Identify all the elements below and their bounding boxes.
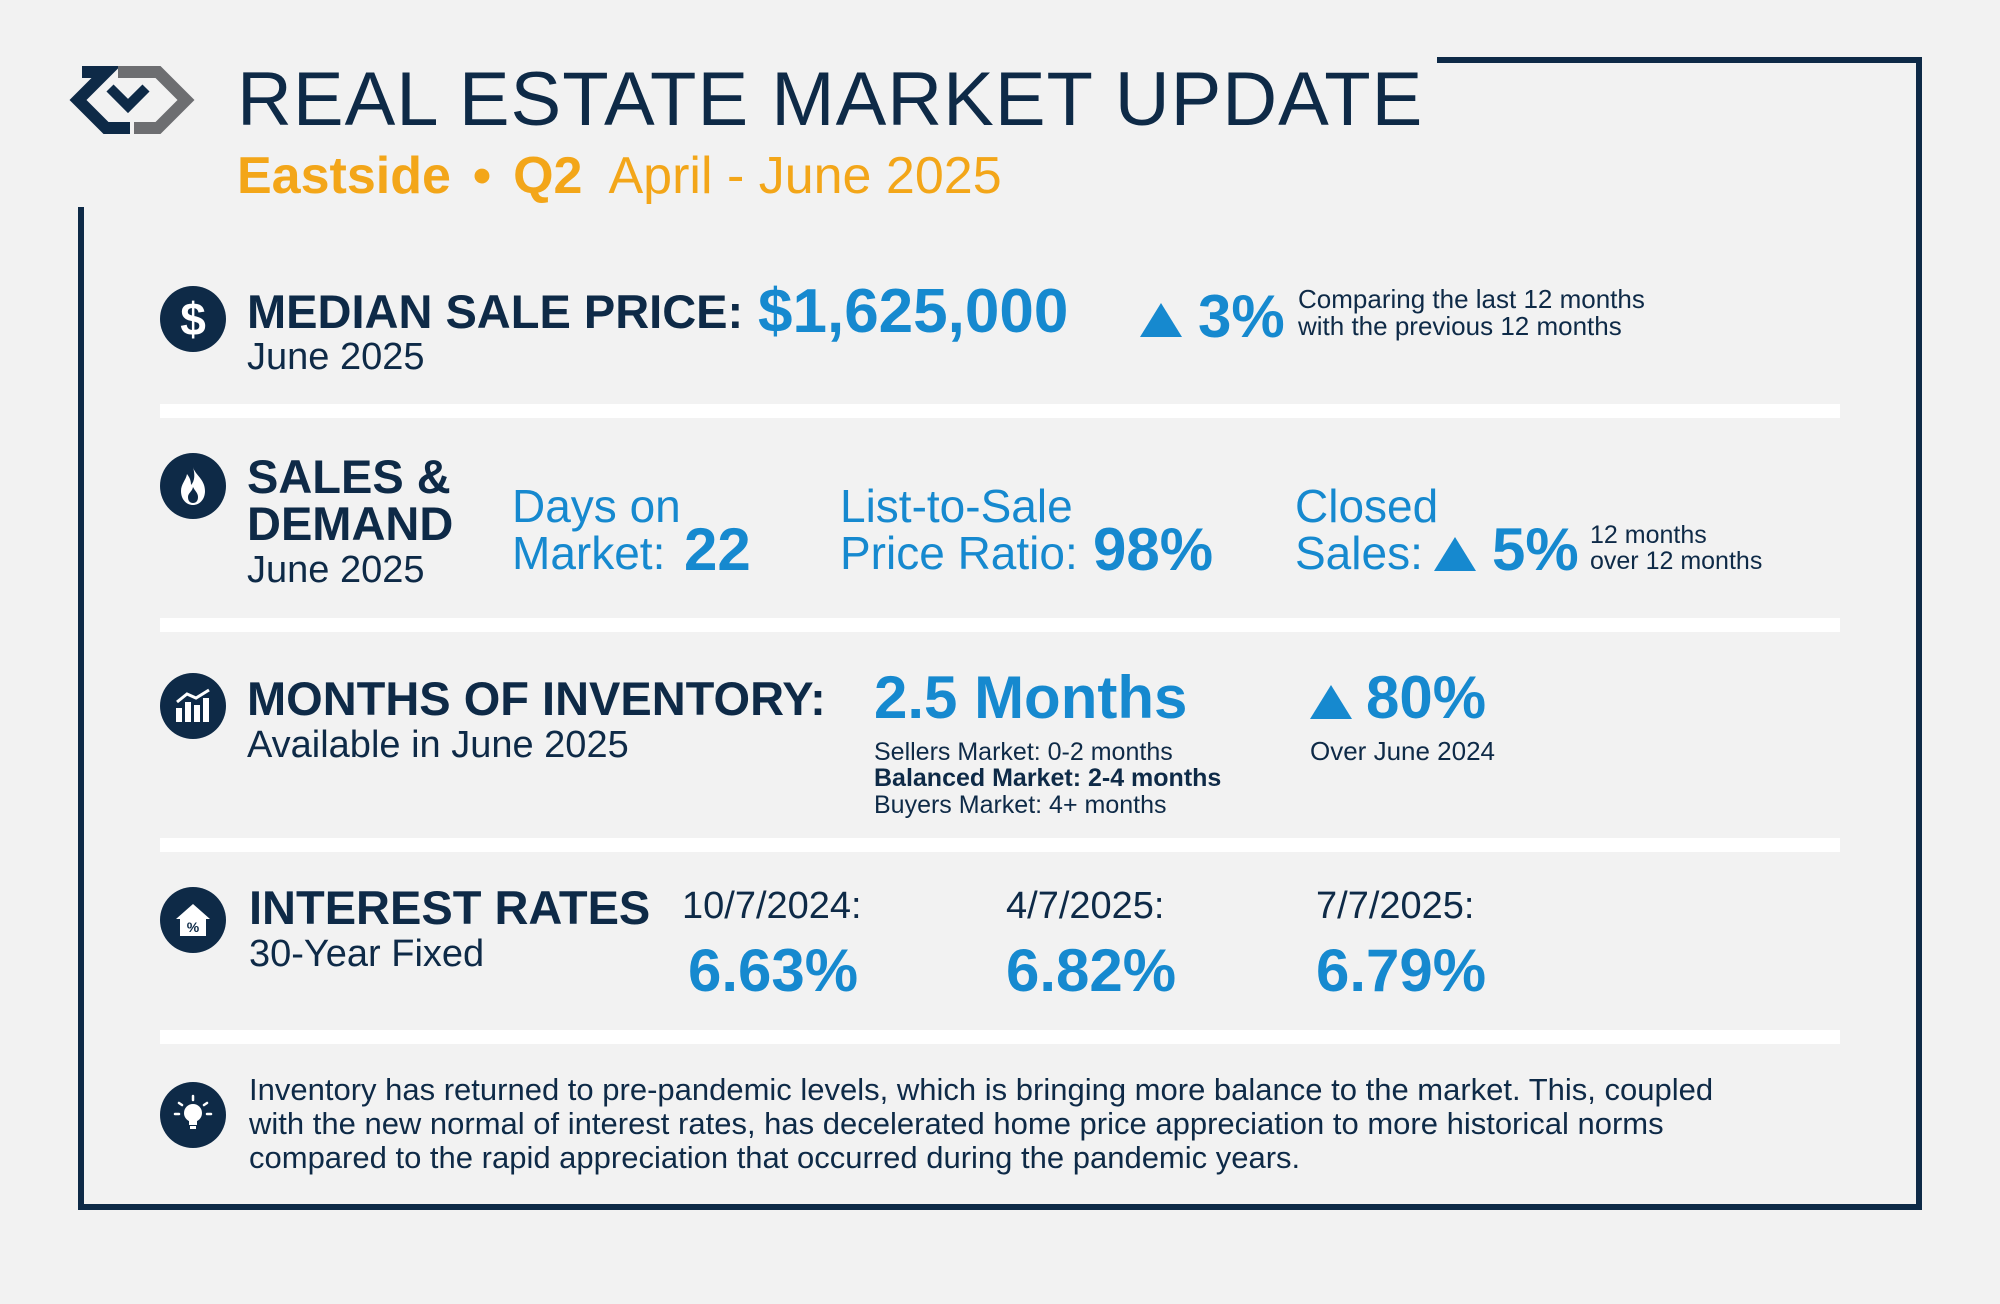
frame-bottom-line xyxy=(78,1204,1922,1210)
section-divider xyxy=(160,838,1840,852)
date-range-label: April - June 2025 xyxy=(608,147,1002,205)
frame-left-line xyxy=(78,207,84,1210)
closed-sales-label: Closed Sales: xyxy=(1295,483,1438,577)
flame-icon xyxy=(160,453,226,519)
days-on-market-label-line1: Days on xyxy=(512,480,681,532)
inventory-change: 80% xyxy=(1310,668,1486,728)
footer-note-line3: compared to the rapid appreciation that … xyxy=(249,1140,1301,1176)
footer-note-line1: Inventory has returned to pre-pandemic l… xyxy=(249,1072,1714,1107)
buyers-market-text: Buyers Market: 4+ months xyxy=(874,790,1167,819)
svg-text:%: % xyxy=(187,919,200,935)
closed-sales-label-line1: Closed xyxy=(1295,480,1439,532)
balanced-market-text: Balanced Market: 2-4 months xyxy=(874,764,1222,793)
brand-logo-icon xyxy=(68,64,196,136)
median-price-period: June 2025 xyxy=(247,336,425,378)
inventory-period: Available in June 2025 xyxy=(247,724,629,766)
frame-right-line xyxy=(1916,57,1922,1210)
days-on-market-value: 22 xyxy=(684,516,751,583)
closed-sales-note-line2: over 12 months xyxy=(1590,547,1763,576)
market-scale: Sellers Market: 0-2 months Balanced Mark… xyxy=(874,739,1221,818)
up-arrow-icon xyxy=(1434,537,1476,571)
closed-sales-change: 5% xyxy=(1434,520,1579,580)
frame-top-line xyxy=(1437,57,1922,63)
list-to-sale-label: List-to-Sale Price Ratio: xyxy=(840,483,1078,577)
rate-date: 7/7/2025: xyxy=(1316,885,1475,927)
page-title: REAL ESTATE MARKET UPDATE xyxy=(237,57,1424,142)
median-price-value: $1,625,000 xyxy=(758,277,1069,346)
list-to-sale-label-line2: Price Ratio: xyxy=(840,526,1078,579)
sales-demand-label-line2: DEMAND xyxy=(247,497,454,550)
house-percent-icon: % xyxy=(160,887,226,953)
closed-sales-note: 12 months over 12 months xyxy=(1590,522,1762,575)
rate-date: 4/7/2025: xyxy=(1006,885,1165,927)
rate-value: 6.79% xyxy=(1316,937,1487,1004)
lightbulb-icon xyxy=(160,1082,226,1148)
region-label: Eastside xyxy=(237,147,451,205)
up-arrow-icon xyxy=(1140,303,1182,337)
interest-rates-sublabel: 30-Year Fixed xyxy=(249,933,485,975)
subtitle-separator: • xyxy=(472,147,492,205)
median-price-note-line1: Comparing the last 12 months xyxy=(1298,284,1645,314)
median-price-change: 3% xyxy=(1140,287,1285,347)
inventory-value: 2.5 Months xyxy=(874,664,1188,731)
closed-sales-change-value: 5% xyxy=(1492,516,1579,583)
section-divider xyxy=(160,404,1840,418)
rate-value: 6.63% xyxy=(688,937,859,1004)
sales-demand-label: SALES & DEMAND xyxy=(247,453,453,547)
footer-note-line2: with the new normal of interest rates, h… xyxy=(249,1106,1664,1142)
median-price-note: Comparing the last 12 months with the pr… xyxy=(1298,284,1645,342)
closed-sales-note-line1: 12 months xyxy=(1590,521,1707,549)
median-price-label: MEDIAN SALE PRICE: xyxy=(247,285,744,338)
quarter-label: Q2 xyxy=(513,147,583,205)
footer-note: Inventory has returned to pre-pandemic l… xyxy=(249,1072,1869,1176)
rate-date: 10/7/2024: xyxy=(682,885,862,927)
days-on-market-label: Days on Market: xyxy=(512,483,681,577)
list-to-sale-label-line1: List-to-Sale xyxy=(840,480,1073,532)
up-arrow-icon xyxy=(1310,685,1352,719)
page-subtitle: Eastside • Q2 April - June 2025 xyxy=(237,150,1002,202)
dollar-icon: $ xyxy=(160,286,226,352)
rate-value: 6.82% xyxy=(1006,937,1177,1004)
inventory-change-value: 80% xyxy=(1366,664,1487,731)
section-divider xyxy=(160,1030,1840,1044)
inventory-change-note: Over June 2024 xyxy=(1310,736,1496,766)
inventory-label: MONTHS OF INVENTORY: xyxy=(247,672,826,725)
median-price-change-value: 3% xyxy=(1198,283,1285,350)
list-to-sale-value: 98% xyxy=(1093,516,1214,583)
sellers-market-text: Sellers Market: 0-2 months xyxy=(874,738,1173,766)
interest-rates-label: INTEREST RATES xyxy=(249,881,651,934)
bar-chart-icon xyxy=(160,673,226,739)
sales-demand-label-line1: SALES & xyxy=(247,450,451,503)
closed-sales-label-line2: Sales: xyxy=(1295,526,1423,579)
sales-demand-period: June 2025 xyxy=(247,549,425,591)
section-divider xyxy=(160,618,1840,632)
median-price-note-line2: with the previous 12 months xyxy=(1298,311,1622,342)
days-on-market-label-line2: Market: xyxy=(512,526,666,579)
